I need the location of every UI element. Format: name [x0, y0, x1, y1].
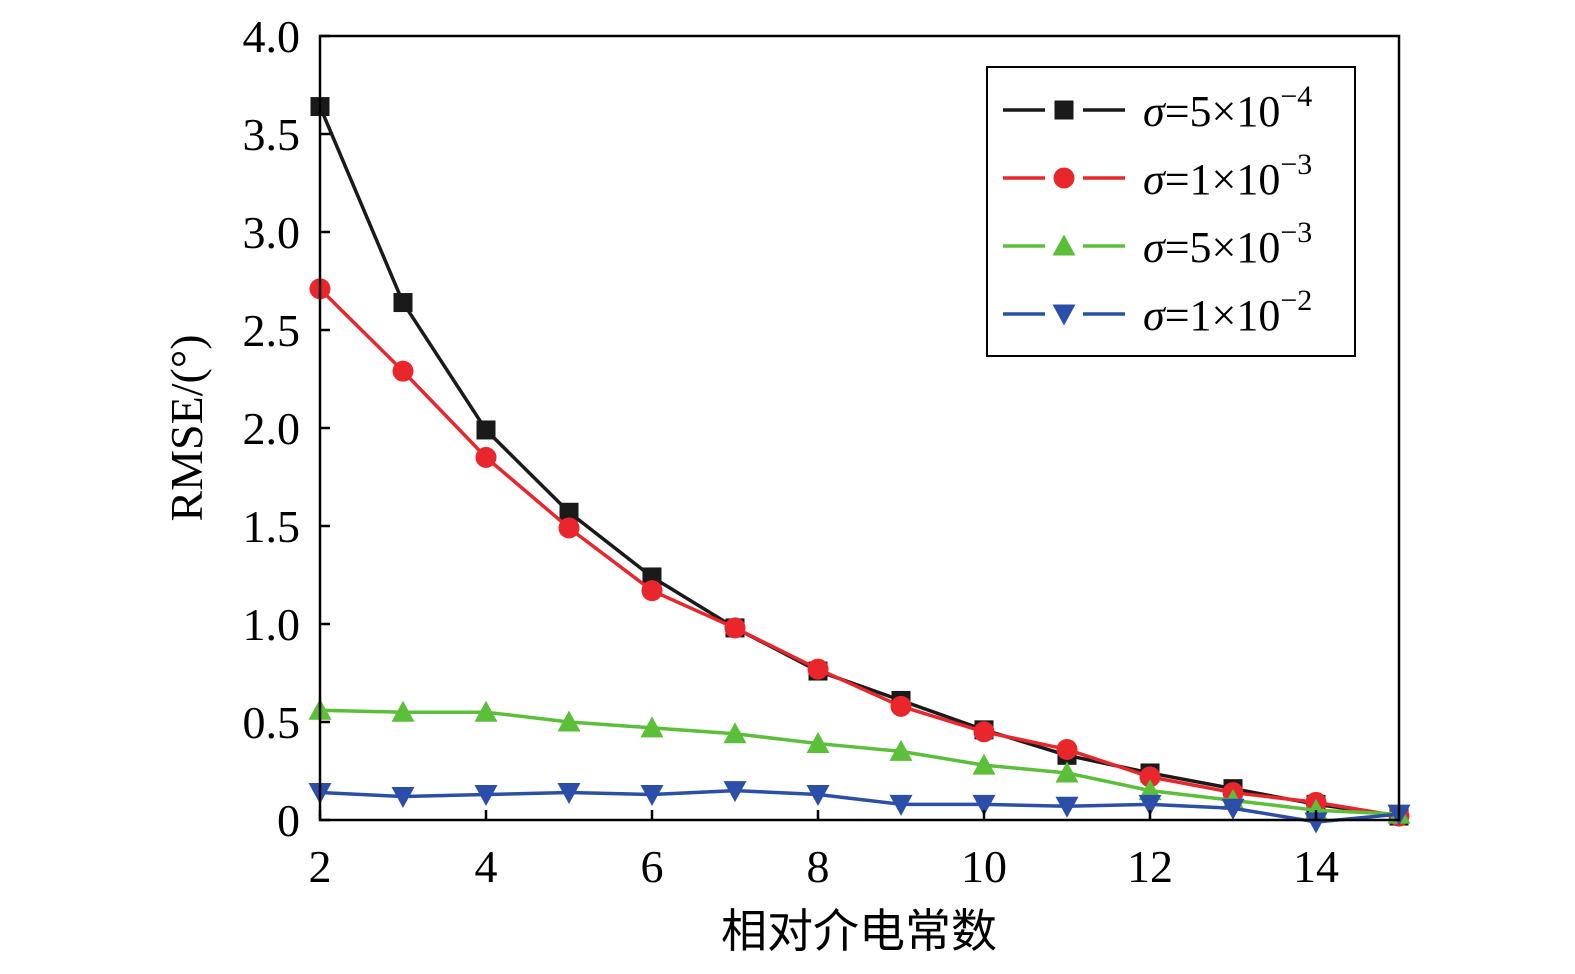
data-point — [1304, 812, 1328, 834]
y-tick-label: 0.5 — [243, 697, 301, 748]
data-point — [1221, 798, 1245, 820]
y-tick-label: 3.0 — [243, 207, 301, 258]
data-point — [557, 710, 581, 732]
legend-label: σ=1×10−3 — [1143, 148, 1312, 204]
x-tick-label: 4 — [475, 841, 498, 892]
series-4 — [308, 781, 1411, 834]
data-point — [972, 794, 996, 816]
data-point — [640, 785, 664, 807]
y-tick-label: 1.5 — [243, 501, 301, 552]
data-point — [474, 785, 498, 807]
data-point — [557, 783, 581, 805]
x-tick-label: 10 — [961, 841, 1007, 892]
legend-entry: σ=5×10−3 — [1003, 216, 1312, 272]
x-tick-label: 14 — [1293, 841, 1339, 892]
data-point — [474, 700, 498, 722]
x-tick-label: 6 — [641, 841, 664, 892]
data-point — [393, 293, 413, 313]
legend-entry: σ=5×10−4 — [1003, 80, 1312, 136]
data-point — [890, 695, 912, 717]
data-point — [391, 700, 415, 722]
series-line — [319, 788, 1400, 824]
series-line — [318, 287, 1400, 818]
x-axis: 2 4 6 8 10 12 14 — [309, 810, 1339, 892]
legend-label: σ=5×10−4 — [1143, 80, 1312, 136]
data-point — [1138, 794, 1162, 816]
y-tick-label: 2.0 — [243, 403, 301, 454]
legend-marker — [1054, 100, 1074, 120]
data-point — [640, 716, 664, 738]
data-point — [392, 360, 414, 382]
x-tick-label: 8 — [807, 841, 830, 892]
data-point — [723, 781, 747, 803]
data-point — [807, 658, 829, 680]
legend-marker — [1053, 167, 1075, 189]
data-point — [1055, 761, 1079, 783]
data-point — [724, 617, 746, 639]
data-point — [641, 580, 663, 602]
series-2 — [309, 278, 1410, 827]
x-axis-title: 相对介电常数 — [721, 906, 997, 957]
data-point — [889, 739, 913, 761]
data-point — [973, 721, 995, 743]
data-point — [476, 420, 496, 440]
data-point — [391, 786, 415, 808]
data-point — [559, 502, 579, 522]
data-point — [1139, 766, 1161, 788]
y-tick-label: 3.5 — [243, 109, 301, 160]
series-3 — [308, 698, 1411, 824]
data-point — [475, 446, 497, 468]
legend-marker — [1052, 234, 1076, 256]
data-point — [723, 722, 747, 744]
series-line — [319, 708, 1400, 816]
y-tick-label: 1.0 — [243, 599, 301, 650]
data-point — [972, 753, 996, 775]
data-point — [889, 794, 913, 816]
y-tick-label: 0 — [277, 795, 300, 846]
series-line — [318, 105, 1400, 818]
data-point — [1055, 796, 1079, 818]
legend-label: σ=5×10−3 — [1143, 216, 1312, 272]
legend-entry: σ=1×10−2 — [1003, 284, 1312, 340]
x-tick-label: 2 — [309, 841, 332, 892]
data-point — [1056, 738, 1078, 760]
data-point — [806, 785, 830, 807]
legend: σ=5×10−4 σ=1×10−3 σ=5×10−3 σ=1×10−2 — [986, 66, 1356, 357]
data-point — [558, 517, 580, 539]
y-axis-title: RMSE/(°) — [161, 334, 212, 521]
y-tick-label: 2.5 — [243, 305, 301, 356]
legend-label: σ=1×10−2 — [1143, 284, 1312, 340]
legend-box — [986, 66, 1356, 357]
y-axis: 0 0.5 1.0 1.5 2.0 2.5 3.0 3.5 4.0 — [243, 11, 330, 846]
y-tick-label: 4.0 — [243, 11, 301, 62]
legend-marker — [1052, 304, 1076, 326]
data-point — [806, 732, 830, 754]
legend-entry: σ=1×10−3 — [1003, 148, 1312, 204]
x-tick-label: 12 — [1127, 841, 1173, 892]
